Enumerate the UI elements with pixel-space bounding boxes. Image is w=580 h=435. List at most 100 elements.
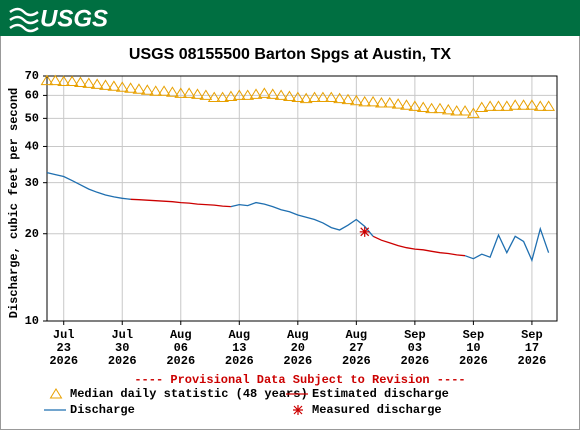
line-discharge	[46, 171, 550, 263]
y-tick-label: 10	[25, 314, 39, 328]
point	[359, 226, 370, 237]
x-tick-label: 10	[466, 341, 480, 355]
point	[391, 98, 405, 109]
point	[90, 78, 104, 89]
point	[475, 101, 489, 113]
point	[124, 82, 137, 93]
x-tick-label: 2026	[283, 354, 312, 368]
point	[517, 99, 530, 110]
point	[291, 91, 305, 103]
point	[450, 105, 464, 116]
x-tick-label: 23	[57, 341, 71, 355]
point	[408, 100, 422, 111]
x-tick-label: Sep	[463, 328, 485, 342]
y-tick-label: 40	[25, 140, 39, 154]
point	[283, 90, 296, 101]
x-tick-label: 17	[525, 341, 539, 355]
point	[74, 76, 87, 87]
point	[249, 88, 263, 99]
point	[416, 101, 430, 113]
point	[400, 99, 413, 110]
legend-label: Median daily statistic (48 years)	[70, 387, 308, 401]
x-tick-label: 2026	[459, 354, 488, 368]
point	[433, 102, 447, 114]
y-tick-label: 30	[25, 176, 39, 190]
point	[525, 99, 539, 110]
x-tick-label: 2026	[518, 354, 547, 368]
point	[542, 100, 556, 111]
x-tick-label: Sep	[404, 328, 426, 342]
point	[349, 94, 363, 106]
x-tick-label: 20	[291, 341, 305, 355]
x-tick-label: Aug	[170, 328, 192, 342]
point	[500, 100, 514, 111]
legend-swatch	[49, 388, 63, 399]
x-tick-label: 2026	[342, 354, 371, 368]
point	[157, 85, 171, 96]
point	[366, 95, 380, 107]
point	[308, 91, 321, 103]
x-tick-label: 2026	[166, 354, 195, 368]
point	[82, 77, 96, 88]
point	[99, 79, 112, 90]
point	[383, 97, 397, 108]
x-tick-label: 27	[349, 341, 363, 355]
x-tick-label: 13	[232, 341, 246, 355]
point	[299, 92, 313, 104]
point	[115, 81, 129, 92]
line-estimated	[130, 198, 466, 257]
point	[458, 105, 472, 116]
point	[492, 100, 505, 111]
x-tick-label: Aug	[287, 328, 309, 342]
point	[65, 75, 79, 87]
y-axis-label: Discharge, cubic feet per second	[7, 88, 21, 318]
logo: USGS	[40, 5, 108, 32]
point	[333, 92, 347, 104]
y-tick-label: 60	[25, 89, 39, 103]
x-tick-label: Jul	[111, 328, 133, 342]
x-tick-label: 2026	[108, 354, 137, 368]
point	[232, 89, 246, 100]
point	[191, 88, 204, 99]
point	[132, 83, 146, 94]
point	[533, 100, 547, 111]
point	[358, 95, 372, 107]
point	[467, 107, 480, 118]
point	[48, 74, 62, 86]
point	[483, 100, 497, 111]
legend-label: Estimated discharge	[312, 387, 449, 401]
y-tick-label: 20	[25, 227, 39, 241]
point	[257, 87, 271, 98]
point	[375, 97, 388, 108]
y-tick-label: 50	[25, 112, 39, 126]
point	[508, 99, 522, 110]
chart-title: USGS 08155500 Barton Spgs at Austin, TX	[129, 46, 452, 63]
point	[441, 103, 455, 115]
point	[182, 87, 196, 98]
point	[341, 93, 355, 105]
legend-swatch	[293, 405, 303, 415]
legend-label: Measured discharge	[312, 403, 442, 417]
plot-frame	[46, 75, 558, 322]
x-tick-label: 03	[408, 341, 422, 355]
point	[40, 74, 54, 86]
point	[224, 90, 238, 101]
point	[241, 89, 255, 100]
x-tick-label: 06	[174, 341, 188, 355]
header-bar	[0, 0, 580, 36]
point	[149, 85, 163, 96]
note: ---- Provisional Data Subject to Revisio…	[134, 373, 465, 387]
point	[266, 88, 280, 99]
x-tick-label: 2026	[49, 354, 78, 368]
point	[166, 86, 179, 97]
x-tick-label: Aug	[228, 328, 250, 342]
point	[207, 91, 221, 103]
point	[140, 84, 154, 95]
x-tick-label: 2026	[225, 354, 254, 368]
x-tick-label: 30	[115, 341, 129, 355]
x-tick-label: 2026	[400, 354, 429, 368]
logo-waves	[9, 7, 39, 33]
point	[316, 91, 330, 103]
point	[324, 91, 338, 103]
